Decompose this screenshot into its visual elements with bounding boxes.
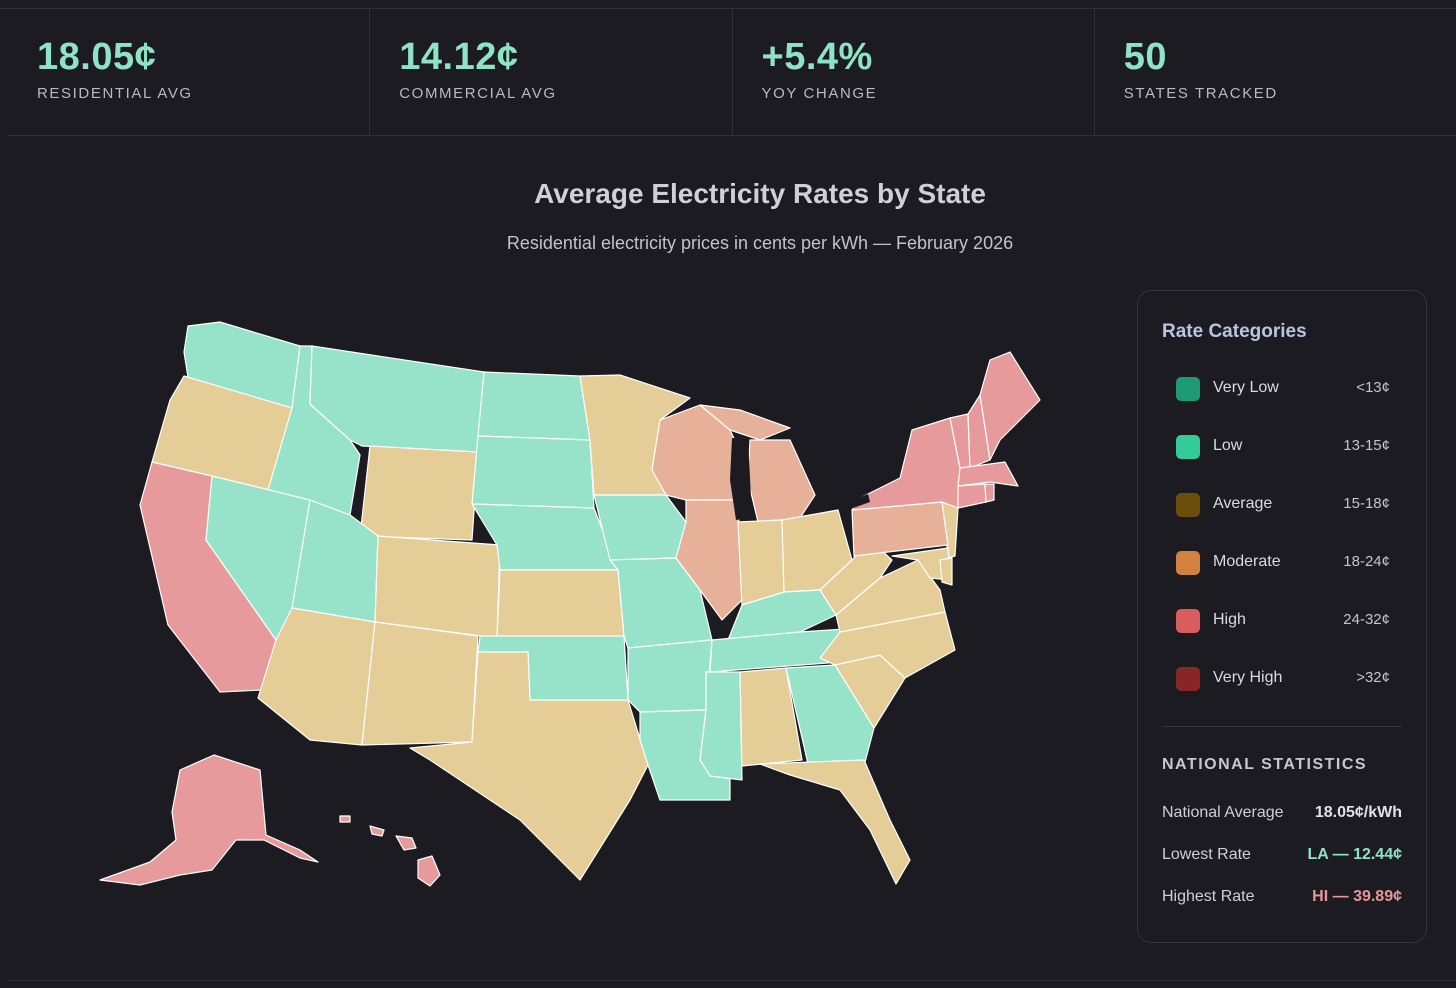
stat-label: YOY CHANGE: [761, 85, 878, 102]
highest-rate-row: Highest Rate HI — 39.89¢: [1162, 888, 1402, 910]
legend-label: High: [1213, 611, 1246, 628]
state-nd[interactable]: [477, 371, 591, 441]
national-average-row: National Average 18.05¢/kWh: [1162, 804, 1402, 826]
state-ar[interactable]: [627, 639, 713, 713]
state-ms[interactable]: [699, 671, 743, 781]
stat-states-tracked: 50 STATES TRACKED: [1095, 9, 1456, 135]
state-ia[interactable]: [593, 494, 687, 561]
state-fl[interactable]: [759, 759, 911, 885]
stat-label: RESIDENTIAL AVG: [37, 85, 193, 102]
state-nc[interactable]: [819, 611, 956, 679]
stat-residential-avg: 18.05¢ RESIDENTIAL AVG: [8, 9, 371, 135]
stat-row-value: HI — 39.89¢: [1312, 888, 1402, 905]
state-ga[interactable]: [785, 664, 875, 767]
state-ct[interactable]: [957, 483, 987, 509]
state-de[interactable]: [939, 557, 953, 586]
legend-label: Moderate: [1213, 553, 1281, 570]
state-hi-maui[interactable]: [395, 835, 417, 851]
state-tx[interactable]: [409, 651, 649, 881]
stat-row-label: Lowest Rate: [1162, 846, 1251, 863]
state-mi[interactable]: [747, 439, 816, 523]
lake-erie: [838, 494, 870, 512]
stat-row-value: LA — 12.44¢: [1307, 846, 1402, 863]
state-wy[interactable]: [359, 445, 479, 541]
state-ak[interactable]: [99, 754, 319, 886]
legend-swatch: [1176, 377, 1200, 401]
stat-value: 50: [1123, 36, 1168, 78]
state-hi-oahu[interactable]: [369, 825, 385, 837]
state-wv[interactable]: [819, 539, 893, 616]
legend-swatch: [1176, 435, 1200, 459]
legend-panel: Rate Categories Very Low <13¢ Low 13-15¢…: [1137, 290, 1427, 943]
lake-michigan: [730, 438, 752, 520]
stat-yoy-change: +5.4% YOY CHANGE: [733, 9, 1095, 135]
national-stats-heading: NATIONAL STATISTICS: [1162, 756, 1368, 773]
stat-row-value: 18.05¢/kWh: [1314, 804, 1402, 821]
top-rule: [0, 0, 1456, 9]
legend-item-high: High 24-32¢: [1176, 609, 1390, 635]
state-co[interactable]: [374, 535, 501, 639]
state-ma[interactable]: [957, 461, 1019, 487]
state-hi-kauai[interactable]: [339, 815, 351, 823]
map-subtitle: Residential electricity prices in cents …: [506, 233, 1014, 253]
legend-label: Very High: [1213, 669, 1283, 686]
stats-bar: 18.05¢ RESIDENTIAL AVG 14.12¢ COMMERCIAL…: [8, 9, 1456, 136]
legend-swatch: [1176, 493, 1200, 517]
state-sd[interactable]: [471, 435, 595, 509]
bottom-rule: [8, 980, 1456, 981]
legend-item-low: Low 13-15¢: [1176, 435, 1390, 461]
state-hi-big[interactable]: [417, 855, 441, 887]
stat-row-label: National Average: [1162, 804, 1284, 821]
lowest-rate-row: Lowest Rate LA — 12.44¢: [1162, 846, 1402, 868]
legend-label: Low: [1213, 437, 1243, 454]
legend-item-very-high: Very High >32¢: [1176, 667, 1390, 693]
stat-row-label: Highest Rate: [1162, 888, 1255, 905]
state-in[interactable]: [737, 519, 785, 606]
state-al[interactable]: [739, 667, 803, 767]
state-pa[interactable]: [851, 501, 949, 557]
map-title: Average Electricity Rates by State: [534, 178, 986, 209]
legend-swatch: [1176, 609, 1200, 633]
state-me[interactable]: [979, 351, 1041, 461]
legend-label: Very Low: [1213, 379, 1279, 396]
legend-range: 15-18¢: [1343, 495, 1390, 512]
legend-swatch: [1176, 667, 1200, 691]
legend-swatch: [1176, 551, 1200, 575]
state-md[interactable]: [891, 547, 951, 581]
legend-range: <13¢: [1356, 379, 1390, 396]
stat-label: STATES TRACKED: [1123, 85, 1278, 102]
legend-divider: [1162, 726, 1402, 727]
legend-range: 13-15¢: [1343, 437, 1390, 454]
legend-item-very-low: Very Low <13¢: [1176, 377, 1390, 403]
stat-value: +5.4%: [761, 36, 873, 78]
state-ks[interactable]: [496, 569, 625, 639]
state-ri[interactable]: [984, 483, 995, 503]
stat-value: 18.05¢: [37, 36, 157, 78]
stat-commercial-avg: 14.12¢ COMMERCIAL AVG: [370, 9, 733, 135]
state-mi-upper[interactable]: [699, 404, 791, 441]
legend-title: Rate Categories: [1162, 321, 1307, 342]
legend-range: >32¢: [1356, 669, 1390, 686]
state-nm[interactable]: [361, 621, 479, 746]
legend-label: Average: [1213, 495, 1273, 512]
legend-item-moderate: Moderate 18-24¢: [1176, 551, 1390, 577]
us-choropleth-map: [99, 321, 1041, 887]
legend-range: 24-32¢: [1343, 611, 1390, 628]
legend-item-average: Average 15-18¢: [1176, 493, 1390, 519]
stat-value: 14.12¢: [399, 36, 519, 78]
legend-range: 18-24¢: [1343, 553, 1390, 570]
stat-label: COMMERCIAL AVG: [399, 85, 557, 102]
